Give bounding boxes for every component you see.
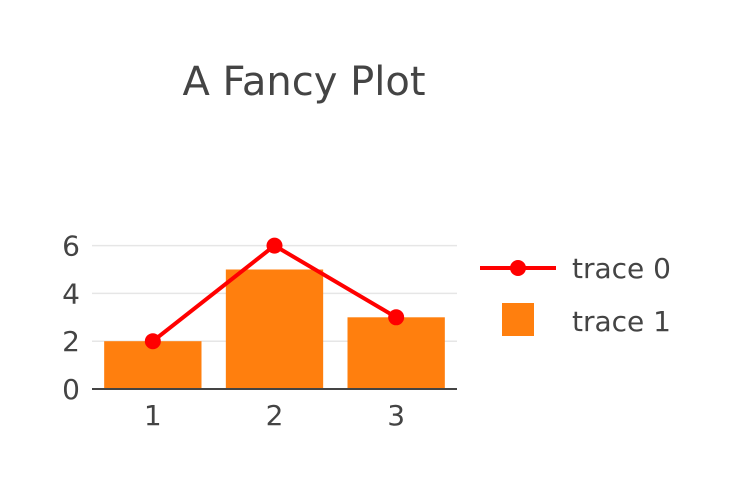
chart-title: A Fancy Plot (182, 59, 425, 105)
y-tick-label: 2 (62, 325, 80, 358)
legend[interactable]: trace 0 trace 1 (480, 252, 671, 338)
bar (347, 317, 445, 389)
x-axis-ticks: 1 2 3 (144, 399, 405, 432)
line-point (388, 309, 405, 326)
bar (225, 269, 324, 389)
y-tick-label: 6 (62, 230, 80, 263)
x-tick-label: 2 (266, 399, 284, 432)
legend-marker-swatch (510, 260, 526, 276)
y-tick-label: 0 (62, 373, 80, 406)
x-tick-label: 1 (144, 399, 162, 432)
y-axis-ticks: 0 2 4 6 (62, 230, 80, 406)
legend-label: trace 1 (572, 305, 671, 338)
line-series (144, 237, 405, 350)
bar-series (104, 269, 445, 389)
line-point (266, 237, 283, 254)
line-point (144, 333, 161, 350)
legend-bar-swatch (502, 303, 534, 336)
legend-label: trace 0 (572, 252, 671, 285)
y-tick-label: 4 (62, 277, 80, 310)
x-tick-label: 3 (387, 399, 405, 432)
